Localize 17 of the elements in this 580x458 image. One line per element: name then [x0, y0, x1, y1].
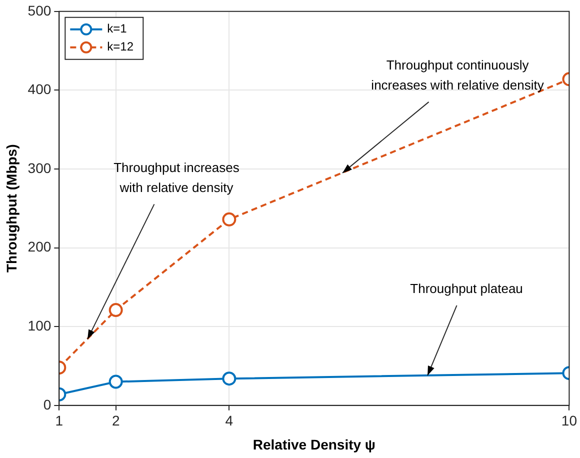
y-tick-label: 300 [28, 160, 52, 176]
y-tick-label: 500 [28, 2, 52, 18]
y-tick-label: 400 [28, 81, 52, 98]
x-axis-title: Relative Density ψ [252, 436, 376, 452]
y-tick-label: 100 [28, 317, 52, 334]
x-tick-label: 1 [55, 412, 64, 429]
annotation: Throughput continuously increases with relative density [371, 58, 544, 93]
x-tick-label: 10 [561, 412, 578, 429]
y-tick-label: 200 [28, 238, 52, 255]
y-tick-label: 0 [43, 396, 52, 412]
annotation: Throughput plateau [410, 281, 523, 296]
legend-label: k=1 [107, 22, 128, 36]
x-tick-label: 4 [225, 412, 234, 429]
x-tick-label: 2 [112, 412, 120, 429]
legend-label: k=12 [107, 40, 134, 54]
annotation: Throughput increases with relative density [114, 160, 240, 195]
y-axis-title: Throughput (Mbps) [3, 144, 20, 273]
